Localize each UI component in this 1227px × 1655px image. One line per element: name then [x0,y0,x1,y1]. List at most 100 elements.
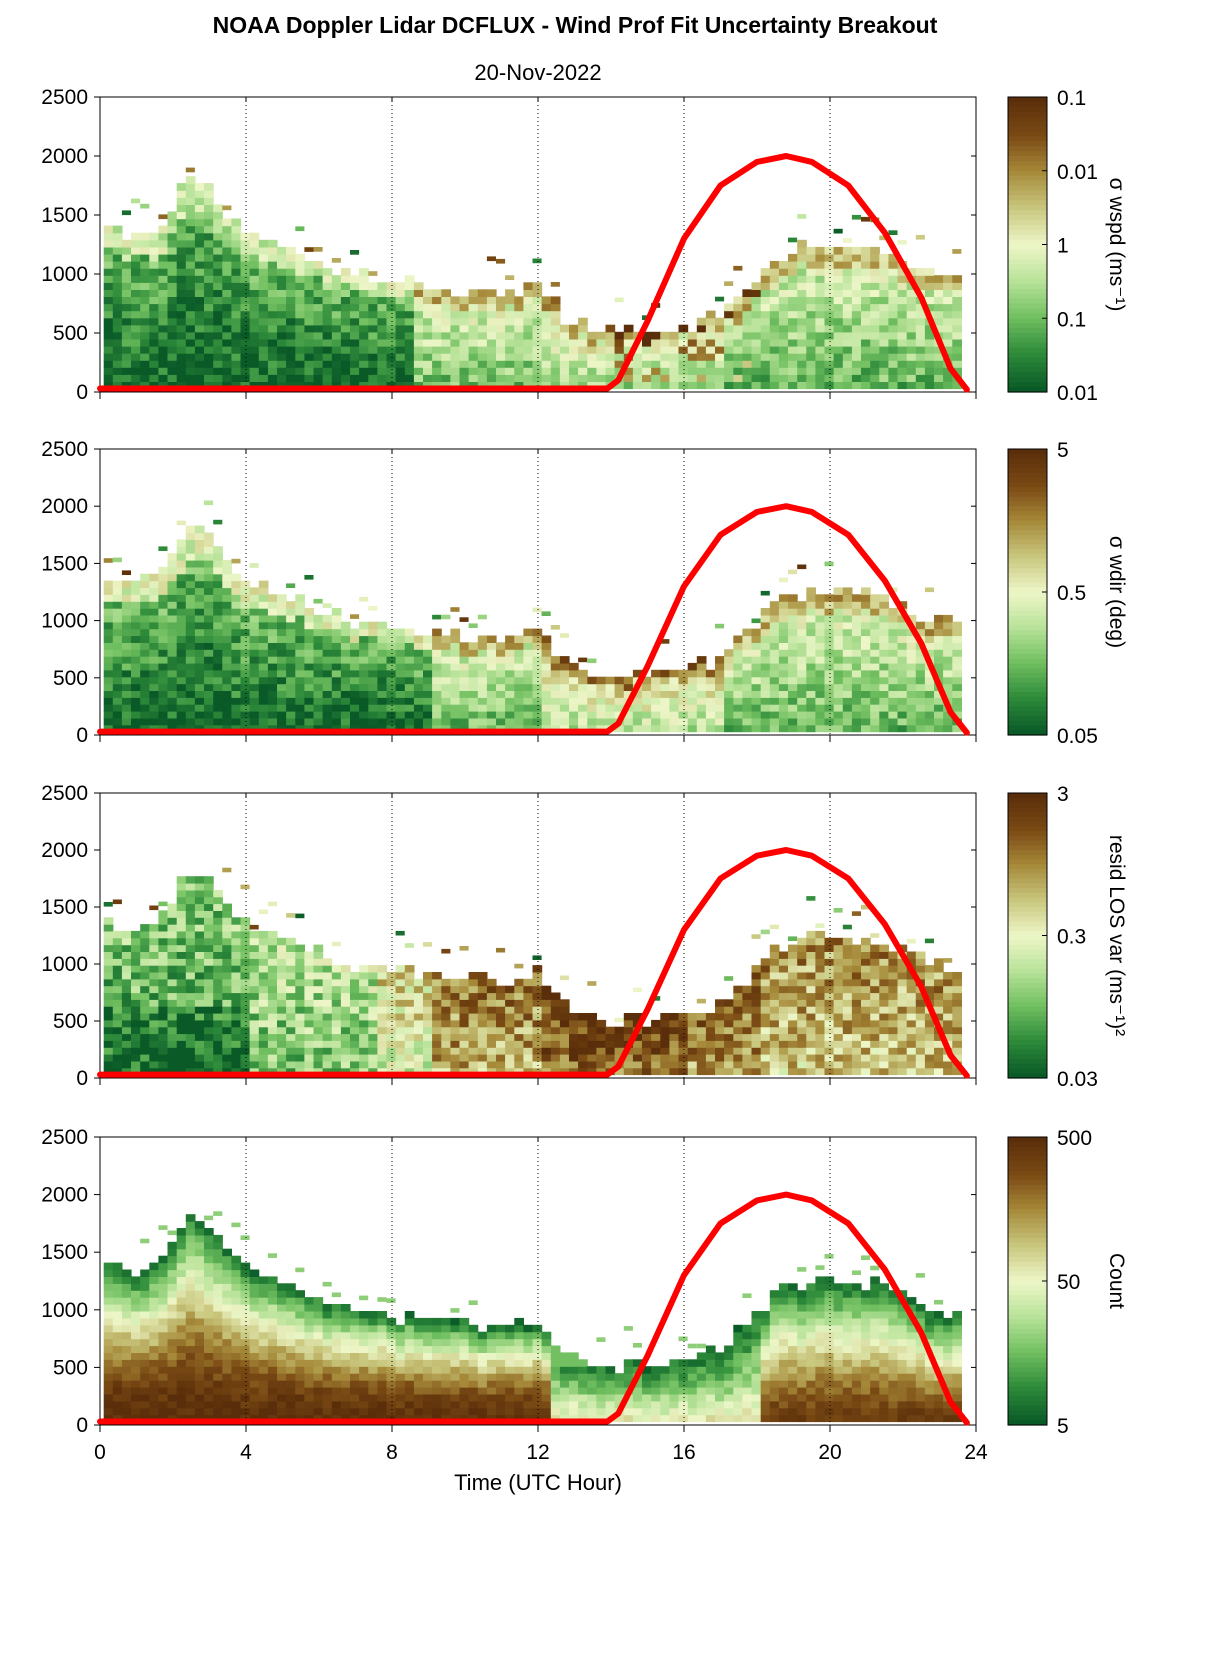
heatmap-cell [340,331,351,340]
heatmap-cell [696,346,707,354]
heatmap-cell [769,601,780,609]
heatmap-cell [924,690,935,698]
heatmap-cell [605,353,616,361]
heatmap-cell [204,239,214,248]
heatmap-cell [851,704,862,712]
colorbar-band [1008,337,1047,344]
heatmap-cell [541,1033,552,1041]
heatmap-cell [870,1047,880,1055]
heatmap-cell [249,1054,260,1062]
heatmap-cell [623,1019,634,1028]
heatmap-cell [459,1006,470,1014]
heatmap-cell [678,360,689,368]
heatmap-cell [696,360,707,368]
heatmap-cell [441,374,451,382]
heatmap-cell [696,717,707,726]
heatmap-cell [587,331,597,340]
heatmap-cell [176,917,187,925]
heatmap-cell [870,649,880,657]
heatmap-cell [778,261,789,269]
colorbar-band [1008,634,1047,641]
heatmap-cell [413,717,424,726]
heatmap-cell [769,381,780,390]
heatmap-cell [861,367,871,375]
heatmap-cell [934,1006,944,1014]
heatmap-cell [158,303,169,312]
heatmap-cell [751,289,762,297]
heatmap-cell [842,1067,853,1076]
heatmap-cell [231,1060,242,1069]
heatmap-cell [696,338,707,347]
heatmap-cell [121,669,132,678]
heatmap-cell [103,1054,114,1062]
y-tick-label: 500 [53,322,88,345]
heatmap-cell [322,282,333,290]
heatmap-cell [368,338,378,347]
heatmap-cell [432,656,442,664]
heatmap-cell [176,587,187,595]
heatmap-cell [313,704,324,712]
heatmap-cell [194,662,205,671]
heatmap-cell [514,367,524,375]
heatmap-cell [368,1013,378,1021]
heatmap-cell [851,951,862,959]
heatmap-cell [404,628,415,637]
heatmap-cell [486,649,497,657]
heatmap-cell [751,717,762,726]
heatmap-cell [879,978,889,987]
heatmap-cell [788,289,798,297]
heatmap-cell [769,1040,780,1048]
y-tick-label: 2000 [41,495,88,518]
y-tick-label: 2500 [41,438,88,461]
heatmap-cell [669,353,680,361]
heatmap-cell [623,1013,634,1021]
heatmap-cell [861,1060,871,1069]
heatmap-cell [231,225,242,234]
heatmap-cell [797,346,807,354]
heatmap-cell [861,275,871,283]
heatmap-cell [267,1040,278,1048]
heatmap-cell [112,724,123,733]
heatmap-cell [797,1006,807,1014]
heatmap-cell [176,289,187,297]
heatmap-cell [131,1054,141,1062]
heatmap-cell [870,669,880,678]
heatmap-cell [915,724,926,733]
heatmap-cell [678,331,689,340]
heatmap-cell [934,978,944,987]
heatmap-cell [559,338,570,347]
heatmap-cell [924,303,935,312]
heatmap-cell [359,1047,369,1055]
heatmap-cell [769,261,780,269]
heatmap-cell [322,303,333,312]
heatmap-cell [112,1060,123,1069]
heatmap-cell [295,1047,305,1055]
heatmap-cell [888,1067,899,1076]
heatmap-cell [596,1060,607,1069]
colorbar-band [1008,511,1047,517]
heatmap-cell [359,1006,369,1014]
heatmap-cell [313,317,324,326]
heatmap-cell [486,1019,497,1028]
heatmap-cell [870,310,880,319]
heatmap-cell [112,587,123,595]
heatmap-cell [204,924,214,932]
heatmap-cell [505,1026,515,1035]
heatmap-cell [733,642,743,650]
heatmap-cell [413,704,424,712]
heatmap-cell [715,662,725,671]
heatmap-cell [824,690,835,698]
heatmap-cell [413,676,424,685]
heatmap-cell [861,381,871,390]
heatmap-cell [943,642,953,650]
heatmap-cell [742,1047,753,1055]
heatmap-cell [769,621,780,630]
heatmap-cell [304,662,315,671]
heatmap-cell [213,331,223,340]
heatmap-cell [185,289,196,297]
heatmap-cell [194,903,205,911]
heatmap-cell [322,1033,333,1041]
heatmap-cell [204,197,214,205]
heatmap-cell [669,711,680,719]
heatmap-cell [459,374,470,382]
